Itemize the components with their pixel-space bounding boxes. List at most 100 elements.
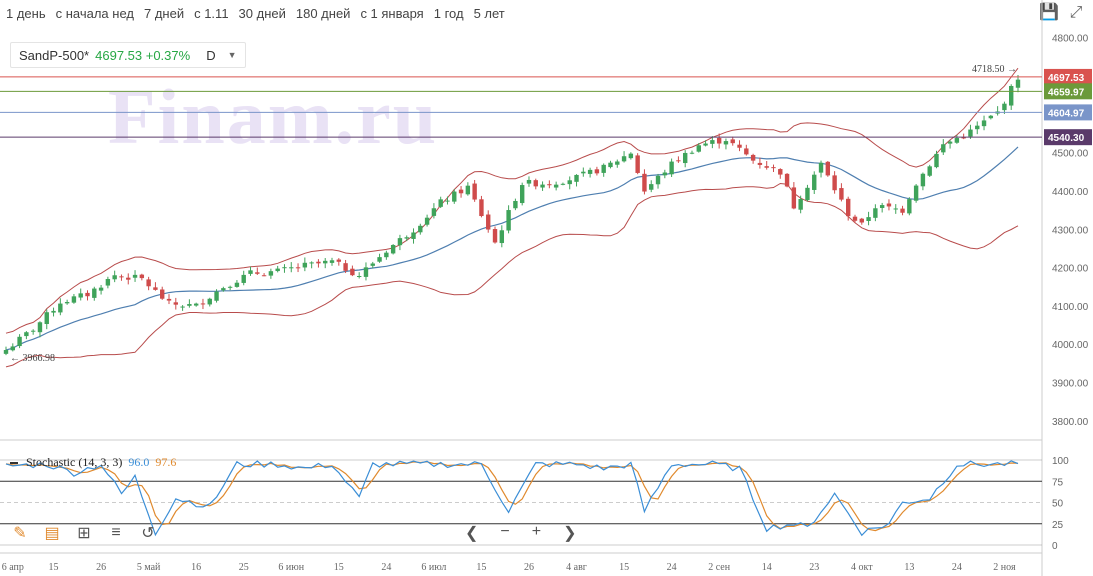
candle-body	[173, 302, 178, 305]
candle-body	[920, 173, 926, 187]
candle-body	[784, 173, 790, 187]
stochastic-k-line	[5, 460, 1019, 537]
candle-body	[723, 141, 729, 145]
candle-body	[771, 167, 776, 169]
candle-body	[37, 322, 43, 333]
period-4[interactable]: 30 дней	[238, 6, 286, 21]
y-tick-label: 3900.00	[1052, 379, 1089, 390]
undo-icon[interactable]: ↺	[141, 525, 155, 542]
candle-body	[750, 154, 756, 161]
scroll-right-icon[interactable]: ❯	[563, 525, 577, 542]
price-line-label: 4604.97	[1048, 108, 1085, 119]
add-indicator-icon[interactable]: ⊞	[77, 525, 91, 542]
period-7[interactable]: 1 год	[433, 6, 464, 21]
drawing-toolbar: ✎ ▤ ⊞ ≡ ↺	[10, 523, 158, 543]
candle-body	[968, 129, 973, 137]
symbol-legend[interactable]: SandP-500* 4697.53 +0.37% D ▼	[10, 42, 246, 68]
stochastic-legend[interactable]: Stochastic (14, 3, 3) 96.0 97.6	[10, 455, 176, 470]
candle-body	[418, 225, 423, 233]
candle-body	[44, 312, 49, 325]
candle-body	[255, 272, 260, 274]
candle-body	[10, 346, 15, 351]
candle-body	[988, 115, 994, 119]
candle-body	[390, 244, 396, 254]
scroll-left-icon[interactable]: ❮	[465, 525, 479, 542]
candle-body	[289, 267, 294, 269]
low-annotation: ← 3966.98	[10, 353, 55, 364]
x-tick-label: 2 ноя	[993, 562, 1016, 573]
candle-body	[492, 229, 498, 243]
candle-body	[132, 274, 138, 278]
candle-body	[363, 267, 369, 277]
period-6[interactable]: с 1 января	[360, 6, 424, 21]
settings-sliders-icon[interactable]: ≡	[111, 524, 121, 541]
candle-body	[452, 191, 457, 202]
candle-body	[893, 208, 898, 210]
chart-navigation: ❮ − + ❯	[465, 523, 577, 543]
period-0[interactable]: 1 день	[6, 6, 46, 21]
candle-body	[852, 216, 858, 221]
collapse-icon[interactable]	[10, 461, 18, 464]
stoch-tick-label: 50	[1052, 499, 1064, 510]
candle-body	[533, 180, 538, 187]
period-selector: 1 день с начала нед 7 дней с 1.11 30 дней 180…	[6, 6, 515, 21]
fullscreen-icon[interactable]: ⤢	[1069, 4, 1083, 21]
high-annotation: 4718.50 →	[972, 64, 1017, 75]
candle-body	[200, 303, 206, 305]
price-line-label: 4540.30	[1048, 133, 1085, 144]
candle-body	[126, 277, 131, 280]
candle-body	[581, 171, 586, 174]
candle-body	[370, 263, 375, 266]
period-1[interactable]: с начала нед	[55, 6, 134, 21]
timeframe-label[interactable]: D	[206, 47, 216, 63]
x-tick-label: 15	[619, 562, 629, 573]
document-icon[interactable]: ▤	[44, 525, 60, 542]
period-5[interactable]: 180 дней	[295, 6, 351, 21]
candle-body	[954, 138, 960, 143]
pencil-icon[interactable]: ✎	[13, 525, 27, 542]
candle-body	[309, 262, 314, 264]
candle-body	[336, 259, 342, 262]
zoom-in-icon[interactable]: +	[531, 523, 542, 540]
candle-body	[350, 268, 355, 276]
candle-body	[669, 161, 674, 175]
candle-body	[295, 267, 301, 269]
x-tick-label: 15	[334, 562, 344, 573]
period-2[interactable]: 7 дней	[143, 6, 185, 21]
chevron-down-icon[interactable]: ▼	[227, 50, 237, 60]
y-tick-label: 4800.00	[1052, 34, 1089, 45]
period-8[interactable]: 5 лет	[473, 6, 505, 21]
candle-body	[479, 199, 484, 217]
candle-body	[798, 199, 803, 210]
period-3[interactable]: с 1.11	[194, 6, 229, 21]
candle-body	[424, 217, 430, 225]
candle-body	[560, 183, 566, 185]
candle-body	[737, 144, 742, 148]
symbol-name: SandP-500*	[19, 47, 90, 63]
candle-body	[859, 218, 864, 223]
y-tick-label: 4300.00	[1052, 225, 1089, 236]
price-line-label: 4697.53	[1048, 73, 1085, 84]
save-icon[interactable]: 💾	[1039, 4, 1059, 21]
candle-body	[17, 336, 22, 347]
candle-body	[553, 184, 559, 188]
candle-body	[241, 274, 246, 283]
x-tick-label: 6 июл	[421, 562, 446, 573]
zoom-out-icon[interactable]: −	[500, 523, 510, 540]
x-tick-label: 26	[96, 562, 106, 573]
candle-body	[275, 268, 280, 272]
candle-body	[193, 303, 199, 306]
candle-body	[879, 205, 885, 208]
candle-body	[187, 304, 192, 306]
candle-body	[540, 184, 545, 188]
candle-body	[465, 185, 471, 195]
price-line-badge	[1044, 83, 1092, 100]
symbol-change: 4697.53 +0.37%	[95, 47, 191, 63]
y-tick-label: 4000.00	[1052, 340, 1089, 351]
candle-body	[30, 330, 36, 332]
candle-body	[377, 257, 382, 262]
candle-body	[662, 172, 668, 176]
candle-body	[601, 164, 606, 173]
candle-body	[567, 180, 572, 185]
